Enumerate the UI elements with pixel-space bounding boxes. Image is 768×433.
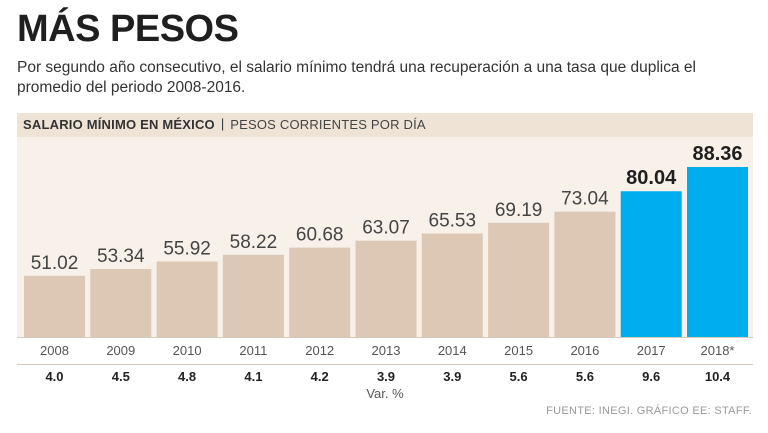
year-tick-label: 2008 — [40, 343, 69, 358]
bar-2016 — [554, 211, 616, 337]
bar-2012 — [289, 247, 351, 337]
year-tick-label: 2009 — [106, 343, 135, 358]
variation-value: 9.6 — [642, 369, 660, 384]
bar-2018 — [687, 167, 748, 337]
year-tick-label: 2011 — [239, 343, 267, 358]
page-subtitle: Por segundo año consecutivo, el salario … — [17, 59, 696, 96]
value-label: 60.68 — [296, 225, 344, 246]
chart-label-band: SALARIO MÍNIMO EN MÉXICO | PESOS CORRIEN… — [17, 113, 753, 137]
value-label: 53.34 — [97, 246, 145, 267]
variation-value: 5.6 — [510, 369, 528, 384]
value-label: 55.92 — [163, 238, 211, 259]
value-label: 69.19 — [495, 200, 543, 221]
bar-2010 — [156, 261, 218, 337]
bar-2017 — [620, 191, 682, 337]
value-label: 80.04 — [626, 167, 677, 189]
label-separator: | — [220, 116, 225, 131]
variation-value: 5.6 — [576, 369, 594, 384]
bar-2014 — [421, 233, 483, 337]
value-label: 65.53 — [429, 211, 477, 232]
source-note: FUENTE: INEGI. GRÁFICO EE: STAFF. — [546, 405, 752, 417]
year-tick-label: 2010 — [173, 343, 202, 358]
year-tick-label: 2013 — [372, 343, 401, 358]
value-label: 51.02 — [31, 253, 79, 274]
variation-value: 4.5 — [112, 369, 130, 384]
year-tick-label: 2012 — [305, 343, 334, 358]
value-label: 73.04 — [561, 189, 609, 210]
year-axis-band — [17, 337, 753, 365]
value-label: 58.22 — [230, 232, 278, 253]
bar-2008 — [24, 275, 85, 337]
variation-value: 3.9 — [377, 369, 395, 384]
page-title: MÁS PESOS — [17, 8, 239, 50]
chart-title: SALARIO MÍNIMO EN MÉXICO — [23, 117, 215, 132]
year-tick-label: 2014 — [438, 343, 467, 358]
variation-value: 4.2 — [311, 369, 329, 384]
bar-2013 — [355, 240, 417, 337]
variation-value: 4.1 — [244, 369, 262, 384]
variation-label: Var. % — [366, 386, 404, 401]
year-tick-label: 2018* — [701, 343, 735, 358]
variation-value: 3.9 — [443, 369, 461, 384]
value-label: 88.36 — [692, 143, 742, 165]
variation-value: 4.0 — [45, 369, 63, 384]
value-label: 63.07 — [362, 218, 410, 239]
year-tick-label: 2017 — [637, 343, 666, 358]
bar-2009 — [90, 269, 152, 337]
year-tick-label: 2015 — [504, 343, 533, 358]
year-tick-label: 2016 — [570, 343, 599, 358]
bar-2011 — [222, 254, 284, 337]
variation-value: 4.8 — [178, 369, 196, 384]
chart-units: PESOS CORRIENTES POR DÍA — [230, 117, 426, 132]
variation-value: 10.4 — [705, 369, 731, 384]
bar-2015 — [488, 222, 550, 337]
